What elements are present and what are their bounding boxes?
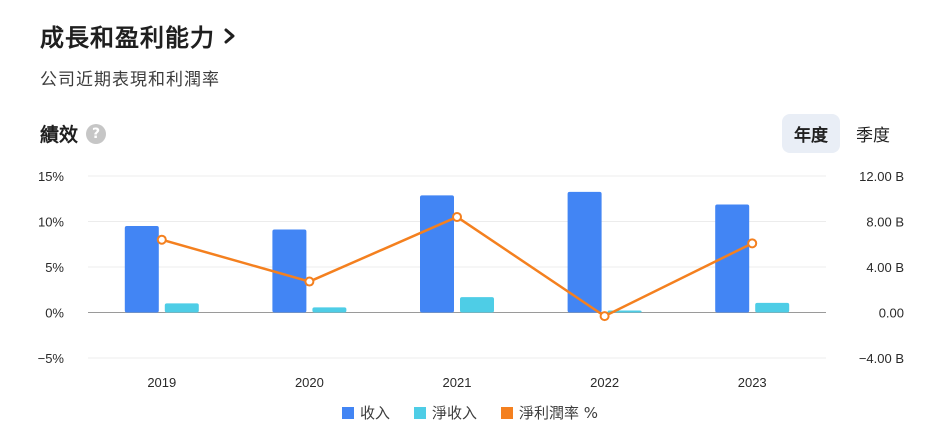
net-margin-point bbox=[747, 238, 758, 249]
revenue-bar bbox=[715, 204, 750, 313]
question-circle-icon[interactable]: ? bbox=[86, 123, 107, 144]
net-income-bar bbox=[164, 303, 199, 313]
legend-label-revenue: 收入 bbox=[359, 404, 390, 422]
net-margin-point bbox=[156, 234, 167, 245]
chevron-right-icon bbox=[224, 28, 235, 43]
left-axis-tick-label: 10% bbox=[38, 215, 64, 230]
section-subtitle: 公司近期表現和利潤率 bbox=[40, 70, 220, 90]
annual-toggle-button[interactable]: 年度 bbox=[782, 114, 840, 153]
legend-swatch-revenue bbox=[341, 406, 354, 419]
performance-chart: 15% 12.00 B 10% 8.00 B 5% 4.00 B 0% 0.00 −5% −4.0… bbox=[38, 169, 904, 390]
performance-label: 績效 bbox=[40, 124, 79, 146]
left-axis-tick-label: 0% bbox=[45, 306, 64, 321]
right-axis-tick-label: −4.00 B bbox=[859, 351, 904, 366]
performance-heading: 績效 ? bbox=[40, 120, 107, 147]
period-toggle: 年度 季度 bbox=[782, 114, 902, 153]
net-income-bar bbox=[312, 307, 347, 313]
net-income-bar bbox=[460, 297, 494, 313]
legend-item-net-margin[interactable]: 淨利潤率 % bbox=[501, 402, 598, 423]
right-axis-tick-label: 8.00 B bbox=[866, 215, 904, 230]
legend-item-net-income[interactable]: 淨收入 bbox=[413, 402, 477, 423]
legend-label-net-margin: 淨利潤率 % bbox=[519, 404, 599, 422]
x-axis-tick-label: 2021 bbox=[443, 375, 472, 390]
legend-swatch-net-margin bbox=[501, 406, 513, 419]
x-axis-tick-label: 2023 bbox=[738, 375, 767, 390]
net-margin-point bbox=[452, 211, 462, 222]
legend-label-net-income: 淨收入 bbox=[431, 404, 477, 422]
revenue-bar bbox=[272, 229, 307, 313]
x-axis-tick-label: 2022 bbox=[590, 375, 619, 390]
net-income-bar bbox=[755, 302, 790, 313]
revenue-bar bbox=[567, 191, 602, 313]
section-title-link[interactable]: 成長和盈利能力 bbox=[40, 18, 237, 53]
x-axis-tick-label: 2020 bbox=[295, 375, 324, 390]
x-axis-tick-label: 2019 bbox=[147, 375, 176, 390]
legend-item-revenue[interactable]: 收入 bbox=[341, 402, 390, 423]
section-title: 成長和盈利能力 bbox=[40, 24, 215, 52]
revenue-bar bbox=[420, 195, 454, 313]
right-axis-tick-label: 0.00 bbox=[879, 306, 904, 321]
net-margin-point bbox=[599, 311, 610, 322]
legend-swatch-net-income bbox=[413, 406, 426, 419]
left-axis-tick-label: 15% bbox=[38, 169, 64, 184]
revenue-bar bbox=[124, 226, 159, 313]
section-header: 成長和盈利能力 公司近期表現和利潤率 bbox=[40, 18, 237, 90]
left-axis-tick-label: 5% bbox=[45, 260, 64, 275]
right-axis-tick-label: 4.00 B bbox=[866, 260, 904, 275]
left-axis-tick-label: −5% bbox=[38, 351, 65, 366]
quarterly-toggle-button[interactable]: 季度 bbox=[856, 126, 890, 146]
net-margin-point bbox=[304, 276, 315, 287]
right-axis-tick-label: 12.00 B bbox=[859, 169, 904, 184]
chart-legend: 收入 淨收入 淨利潤率 % bbox=[0, 402, 940, 423]
